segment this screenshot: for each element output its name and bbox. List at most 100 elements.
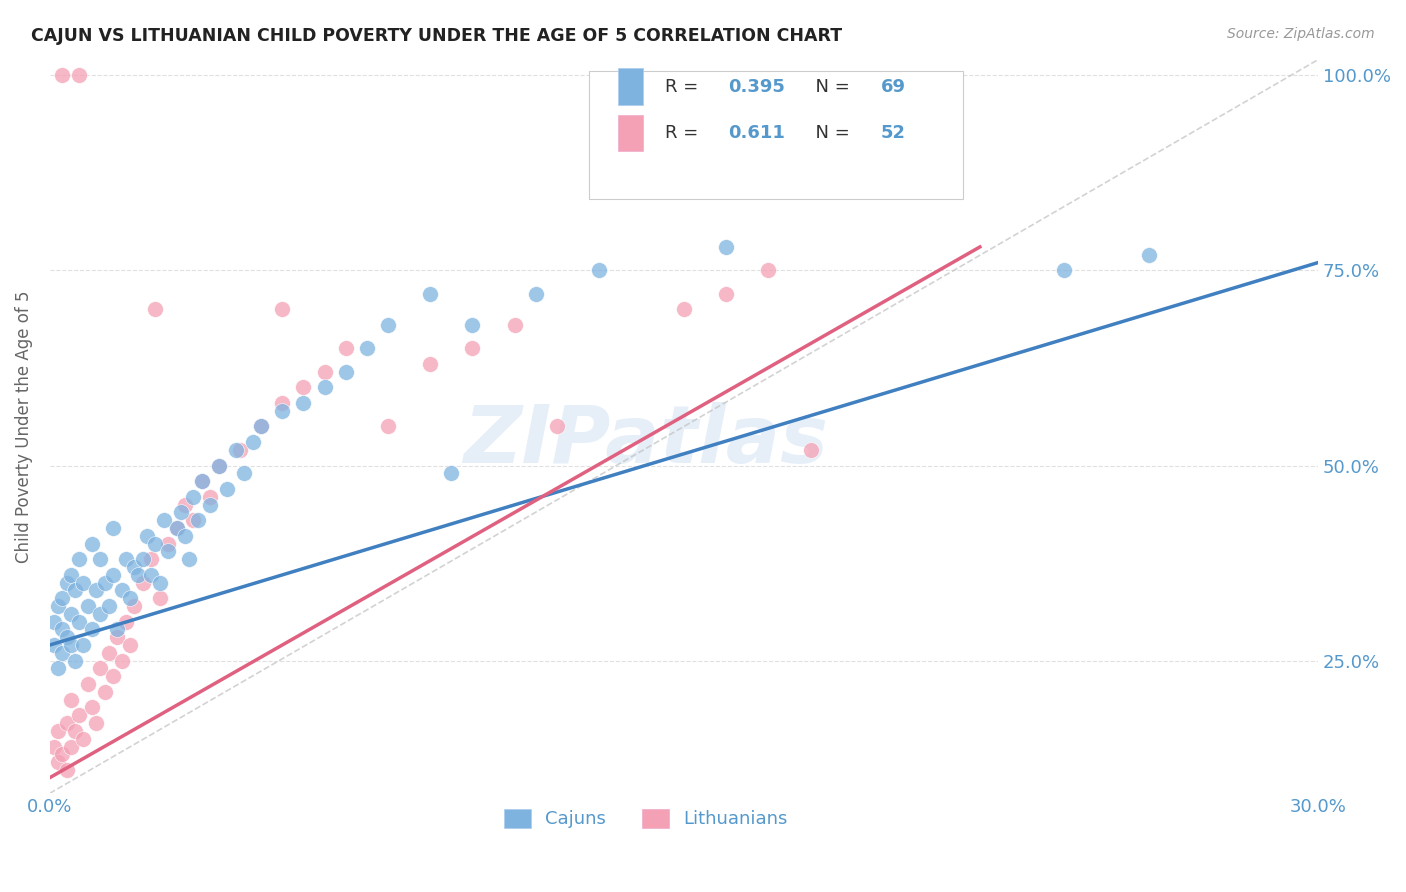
FancyBboxPatch shape bbox=[589, 70, 963, 199]
Point bbox=[131, 552, 153, 566]
Point bbox=[135, 529, 157, 543]
Point bbox=[93, 575, 115, 590]
Point bbox=[292, 380, 315, 394]
Point bbox=[225, 442, 247, 457]
Text: 69: 69 bbox=[880, 78, 905, 95]
Point bbox=[72, 575, 94, 590]
Point bbox=[183, 490, 205, 504]
Point bbox=[131, 575, 153, 590]
Point bbox=[51, 623, 73, 637]
Point bbox=[208, 458, 231, 473]
Point bbox=[76, 677, 98, 691]
Point bbox=[335, 365, 357, 379]
Point bbox=[139, 567, 162, 582]
Point bbox=[503, 318, 526, 332]
Point bbox=[67, 615, 90, 629]
Text: ZIPatlas: ZIPatlas bbox=[464, 402, 828, 480]
Point bbox=[97, 646, 120, 660]
Point bbox=[149, 591, 172, 606]
Point bbox=[84, 716, 107, 731]
Point bbox=[67, 708, 90, 723]
Point bbox=[76, 599, 98, 613]
Point bbox=[250, 419, 273, 434]
FancyBboxPatch shape bbox=[619, 69, 644, 105]
Point bbox=[55, 763, 77, 777]
Point bbox=[588, 263, 610, 277]
Point bbox=[59, 567, 82, 582]
Point bbox=[271, 396, 294, 410]
Text: R =: R = bbox=[665, 124, 710, 142]
Point bbox=[101, 669, 124, 683]
Point bbox=[80, 623, 103, 637]
Point bbox=[292, 396, 315, 410]
Point bbox=[672, 302, 695, 317]
Point bbox=[51, 591, 73, 606]
Point bbox=[271, 302, 294, 317]
Point bbox=[166, 521, 188, 535]
Point bbox=[59, 607, 82, 621]
Point bbox=[174, 498, 197, 512]
Point bbox=[419, 357, 441, 371]
Text: Source: ZipAtlas.com: Source: ZipAtlas.com bbox=[1227, 27, 1375, 41]
Point bbox=[59, 739, 82, 754]
Point bbox=[335, 342, 357, 356]
Point bbox=[72, 731, 94, 746]
Legend: Cajuns, Lithuanians: Cajuns, Lithuanians bbox=[496, 802, 796, 836]
Point bbox=[122, 560, 145, 574]
Point bbox=[101, 521, 124, 535]
Point bbox=[110, 583, 132, 598]
Point bbox=[89, 661, 111, 675]
Point bbox=[110, 654, 132, 668]
Point bbox=[55, 716, 77, 731]
Point bbox=[114, 615, 136, 629]
Point bbox=[356, 342, 378, 356]
Point bbox=[174, 529, 197, 543]
Point bbox=[67, 68, 90, 82]
Point bbox=[546, 419, 568, 434]
Point bbox=[208, 458, 231, 473]
Point bbox=[84, 583, 107, 598]
Text: 52: 52 bbox=[880, 124, 905, 142]
Point bbox=[105, 623, 128, 637]
Point bbox=[42, 739, 65, 754]
Point bbox=[139, 552, 162, 566]
Point bbox=[157, 536, 180, 550]
Point bbox=[118, 638, 141, 652]
Text: R =: R = bbox=[665, 78, 704, 95]
Point bbox=[179, 552, 201, 566]
Point bbox=[72, 638, 94, 652]
Point bbox=[233, 467, 256, 481]
Point bbox=[191, 474, 214, 488]
Point bbox=[59, 692, 82, 706]
Point bbox=[217, 482, 239, 496]
Point bbox=[145, 536, 167, 550]
Point bbox=[51, 646, 73, 660]
Text: 0.395: 0.395 bbox=[728, 78, 785, 95]
Text: N =: N = bbox=[804, 124, 856, 142]
Point bbox=[51, 747, 73, 762]
Point bbox=[145, 302, 167, 317]
Point bbox=[314, 365, 336, 379]
Point bbox=[55, 630, 77, 644]
Point bbox=[758, 263, 780, 277]
Point bbox=[524, 286, 547, 301]
Point bbox=[42, 638, 65, 652]
Point bbox=[101, 567, 124, 582]
Point bbox=[153, 513, 176, 527]
Point bbox=[187, 513, 209, 527]
Point bbox=[46, 661, 69, 675]
Point bbox=[200, 490, 222, 504]
Point bbox=[157, 544, 180, 558]
Point bbox=[80, 700, 103, 714]
Point bbox=[191, 474, 214, 488]
Point bbox=[166, 521, 188, 535]
Point bbox=[271, 404, 294, 418]
Point bbox=[51, 68, 73, 82]
Point bbox=[1137, 248, 1160, 262]
Point bbox=[1053, 263, 1076, 277]
Point bbox=[377, 318, 399, 332]
Point bbox=[118, 591, 141, 606]
Point bbox=[419, 286, 441, 301]
Point bbox=[97, 599, 120, 613]
Point bbox=[229, 442, 252, 457]
